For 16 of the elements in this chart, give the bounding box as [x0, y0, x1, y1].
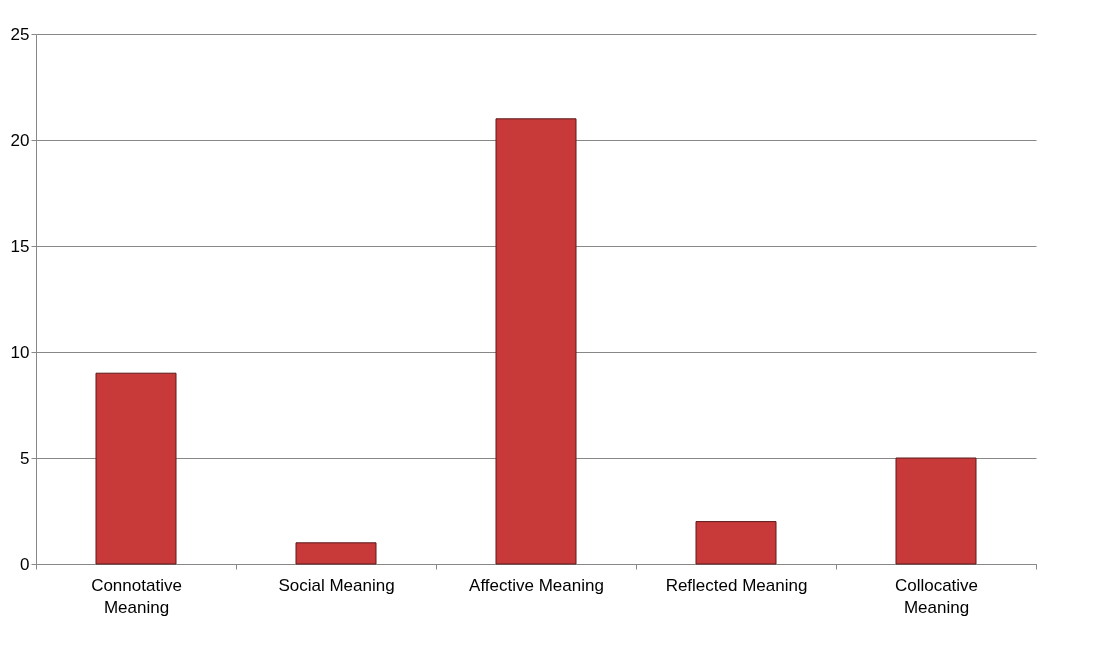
y-tick-label: 10	[10, 342, 30, 362]
bar	[295, 542, 377, 565]
y-tick-label: 25	[10, 24, 30, 44]
x-tick-label: Collocative Meaning	[894, 575, 979, 617]
y-tick-label: 0	[20, 554, 30, 574]
y-tick-label: 20	[10, 130, 30, 150]
x-tick-label: Social Meaning	[278, 575, 395, 595]
x-tick-label: Reflected Meaning	[665, 575, 808, 595]
bar	[495, 118, 577, 565]
y-tick-label: 15	[10, 236, 30, 256]
x-tick-label: Connotative Meaning	[91, 575, 182, 617]
bar	[695, 521, 777, 565]
x-tick-label: Affective Meaning	[469, 575, 604, 595]
y-tick-label: 5	[20, 448, 30, 468]
bar	[95, 372, 177, 565]
bar	[895, 457, 977, 565]
